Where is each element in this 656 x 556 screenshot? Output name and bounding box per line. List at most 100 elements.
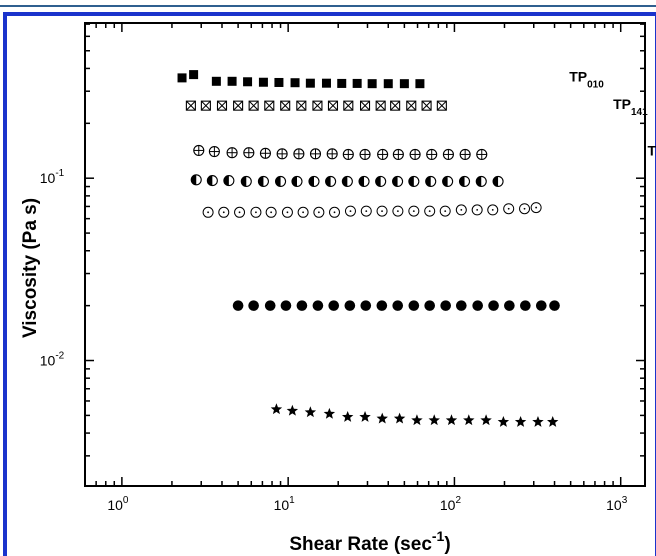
data-point [497,416,510,427]
data-point [472,300,483,311]
data-point [280,300,292,311]
data-point [425,175,437,187]
data-point [321,78,331,88]
x-axis-label: Shear Rate (sec-1) [289,528,450,555]
data-point [456,300,467,311]
data-point [259,147,271,159]
series-321 [202,202,542,218]
data-point [193,144,205,156]
data-point [258,77,268,87]
data-point [392,205,404,217]
series-label-231: TP231 [648,143,656,165]
data-point [358,175,370,187]
data-point [264,300,276,311]
data-point [535,300,547,311]
data-point [275,175,287,187]
data-point [530,202,542,214]
data-point [406,100,417,111]
data-point [504,300,515,311]
series-label-010: TP010 [569,68,604,90]
data-point [274,77,284,87]
y-axis-label: Viscosity (Pa s) [20,198,41,338]
data-point [323,407,336,419]
data-point [200,100,211,111]
data-point [227,76,237,86]
data-point [344,205,356,217]
data-point [226,147,238,159]
data-point [408,205,420,217]
data-point [411,414,423,426]
x-tick-label: 102 [440,495,462,513]
x-tick-label: 101 [274,495,296,513]
data-point [329,206,341,218]
data-point [390,100,401,111]
data-point [352,78,362,88]
x-axis-label-exponent: -1 [432,528,445,544]
series-010 [177,70,425,89]
data-point [408,175,420,187]
series-141 [185,100,447,111]
data-point [458,175,471,187]
data-point [471,204,483,216]
data-point [286,404,299,416]
data-point [547,416,559,427]
data-point [177,73,187,83]
data-point [376,300,388,311]
data-point [211,76,221,86]
data-point [296,100,307,111]
data-point [392,175,404,187]
data-point [297,206,309,218]
data-point [442,148,454,160]
data-point [257,175,269,187]
data-point [223,175,235,187]
data-point [424,205,436,217]
data-point [399,79,409,89]
x-tick-label: 103 [606,495,628,513]
data-point [313,206,325,218]
data-point [476,148,488,160]
data-point [492,175,504,187]
data-point [291,175,303,187]
data-point [376,412,388,424]
tick-labels: 100 101 102 103 10-2 10-1 [40,168,628,513]
data-point [359,100,371,111]
data-point [216,100,228,111]
data-point [243,77,253,87]
data-point [377,148,389,160]
data-point [280,100,291,111]
y-tick-label: 10-2 [40,351,65,369]
data-point [343,100,354,111]
data-point [290,78,300,88]
data-point [341,175,353,187]
data-point [232,300,244,311]
x-axis-label-suffix: ) [444,534,450,555]
data-point [327,100,339,111]
series-111 [190,174,504,187]
data-point [421,100,432,111]
data-point [376,205,388,217]
data-point [325,175,337,187]
data-point [328,300,340,311]
data-point [375,100,386,111]
data-point [189,70,199,80]
data-point [503,203,515,215]
data-point [549,300,560,311]
data-point [532,416,544,427]
data-point [234,206,246,218]
data-point [480,414,492,426]
data-point [206,175,218,187]
data-point [383,79,393,89]
data-point [341,411,354,422]
data-point [243,147,255,159]
data-point [281,206,293,218]
data-point [440,300,451,311]
data-point [392,300,404,311]
data-point [519,203,531,215]
data-point [293,148,305,160]
data-point [439,205,451,217]
series-label-141: TP141 [613,96,648,118]
data-point [233,100,244,111]
data-point [305,78,315,88]
data-point [426,148,438,160]
